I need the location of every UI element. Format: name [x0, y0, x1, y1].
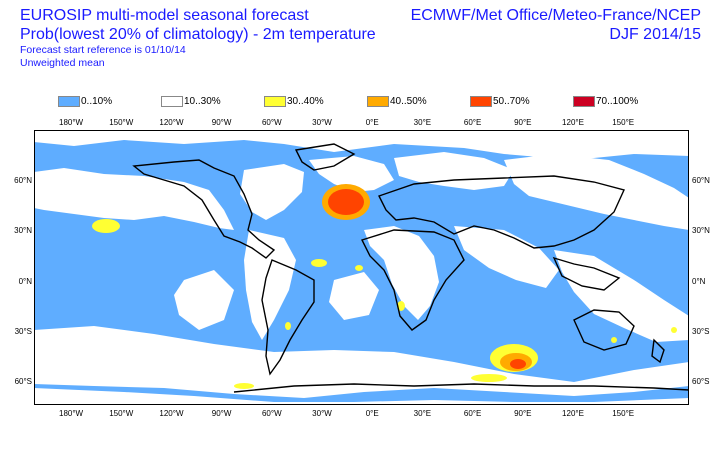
legend-item: 50..70% — [470, 95, 530, 107]
lon-tick-label-top: 120°E — [562, 118, 584, 127]
lon-tick-label-bottom: 120°W — [159, 409, 184, 418]
lon-tick-label-bottom: 60°E — [463, 409, 482, 418]
lat-tick-label-left: 30°S — [14, 327, 32, 336]
lat-tick-label-right: 60°N — [692, 176, 710, 185]
legend-label: 50..70% — [493, 95, 530, 107]
legend-label: 30..40% — [287, 95, 324, 107]
lon-tick-label-top: 90°E — [514, 118, 532, 127]
probability-map — [34, 130, 689, 405]
map-frame — [34, 130, 689, 405]
coastlines — [132, 143, 689, 393]
lon-tick-label-bottom: 150°E — [612, 409, 635, 418]
lat-tick-label-left: 60°S — [14, 377, 32, 386]
lat-tick-label-right: 30°S — [692, 327, 710, 336]
title-block: EUROSIP multi-model seasonal forecast Pr… — [20, 6, 376, 70]
legend-label: 10..30% — [184, 95, 221, 107]
legend-item: 40..50% — [367, 95, 427, 107]
lon-tick-label-bottom: 120°E — [562, 409, 584, 418]
legend-swatch — [573, 95, 595, 107]
legend-swatch — [58, 95, 80, 107]
lon-tick-label-bottom: 150°W — [109, 409, 134, 418]
lat-tick-label-left: 30°N — [14, 226, 32, 235]
legend-label: 70..100% — [596, 95, 639, 107]
legend-swatch — [264, 95, 286, 107]
lon-tick-label-bottom: 180°W — [59, 409, 84, 418]
lon-tick-label-bottom: 0°E — [365, 409, 379, 418]
period-label: DJF 2014/15 — [609, 26, 701, 43]
legend-label: 0..10% — [81, 95, 113, 107]
legend-swatch — [161, 95, 183, 107]
producer-block: ECMWF/Met Office/Meteo-France/NCEP DJF 2… — [411, 6, 701, 44]
legend-item: 0..10% — [58, 95, 112, 107]
legend-swatch — [367, 95, 389, 107]
field-50-70 — [328, 189, 526, 369]
lon-tick-label-top: 120°W — [159, 118, 184, 127]
forecast-start-note: Forecast start reference is 01/10/14 — [20, 44, 186, 56]
lon-tick-label-top: 30°W — [312, 118, 332, 127]
lon-tick-label-bottom: 90°W — [211, 409, 232, 418]
legend-item: 10..30% — [161, 95, 221, 107]
lon-tick-label-top: 150°E — [612, 118, 635, 127]
map-subtitle: Prob(lowest 20% of climatology) - 2m tem… — [20, 26, 376, 43]
lat-tick-label-right: 30°N — [692, 226, 710, 235]
lon-tick-label-top: 150°W — [109, 118, 134, 127]
legend-item: 30..40% — [264, 95, 324, 107]
lat-tick-label-left: 60°N — [14, 176, 32, 185]
producer-label: ECMWF/Met Office/Meteo-France/NCEP — [410, 7, 701, 24]
lon-tick-label-top: 180°W — [59, 118, 84, 127]
lon-tick-label-bottom: 30°E — [413, 409, 432, 418]
lon-tick-label-top: 60°E — [463, 118, 482, 127]
legend-swatch — [470, 95, 492, 107]
legend-label: 40..50% — [390, 95, 427, 107]
lon-tick-label-top: 90°W — [211, 118, 232, 127]
map-border — [34, 130, 689, 405]
lon-tick-label-top: 30°E — [413, 118, 432, 127]
lon-tick-label-top: 60°W — [261, 118, 282, 127]
lon-tick-label-bottom: 30°W — [312, 409, 332, 418]
lon-tick-label-top: 0°E — [365, 118, 379, 127]
lat-tick-label-right: 0°N — [692, 277, 706, 286]
lon-tick-label-bottom: 60°W — [261, 409, 282, 418]
lat-tick-label-right: 60°S — [692, 377, 710, 386]
lon-tick-label-bottom: 90°E — [514, 409, 532, 418]
legend-item: 70..100% — [573, 95, 638, 107]
lat-tick-label-left: 0°N — [18, 277, 32, 286]
mean-type-note: Unweighted mean — [20, 57, 105, 69]
field-10-30 — [34, 130, 689, 405]
map-title: EUROSIP multi-model seasonal forecast — [20, 7, 309, 24]
